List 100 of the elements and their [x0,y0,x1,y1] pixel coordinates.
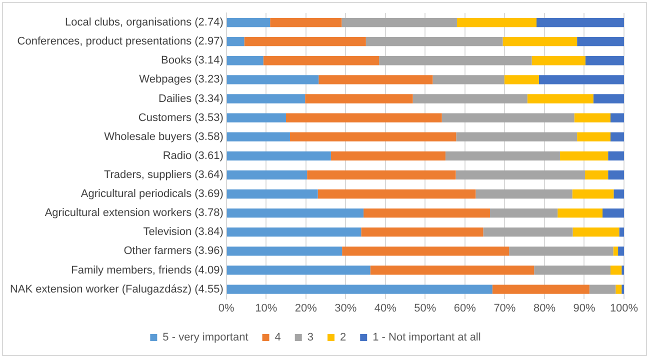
bar [318,189,476,199]
x-tick-label: 60% [454,302,476,314]
x-tick-label: 50% [414,302,436,314]
bar [502,37,578,46]
x-tick-label: 80% [533,302,556,314]
y-tick-label: Customers (3.53) [138,112,224,124]
x-tick-label: 30% [334,302,357,314]
bar [226,284,492,294]
bar [585,56,624,66]
legend-label: 3 [307,332,314,344]
y-tick-label: Traders, suppliers (3.64) [104,168,224,181]
bar [330,151,446,160]
y-tick-label: Local clubs, organisations (2.74) [64,16,224,29]
legend-label: 1 - Not important at all [372,332,481,344]
bar [610,266,622,275]
bar [290,132,456,142]
bar [538,75,624,84]
legend-label: 4 [274,332,281,344]
bar [593,94,624,104]
bar [534,266,610,275]
bar [370,266,534,275]
bar [226,132,290,142]
bar [226,94,306,104]
bar [610,132,624,142]
bar [263,56,380,66]
bar [342,18,457,28]
bar [492,284,590,294]
bar [456,18,537,28]
y-tick-label: Webpages (3.23) [139,74,224,86]
bar [286,113,442,122]
bar [307,170,456,180]
bar [572,189,614,199]
bar [490,208,558,218]
bar [226,113,286,122]
bar [572,228,620,237]
bar [361,228,484,237]
x-tick-label: 70% [494,302,516,314]
bar [614,189,624,199]
x-tick-label: 20% [294,302,318,314]
y-tick-label: Television (3.84) [143,226,224,238]
bar [504,75,539,84]
bar [226,189,318,199]
y-tick-label: Radio (3.61) [162,150,224,162]
legend-label: 5 - very important [162,332,248,344]
bar [318,75,433,84]
bar [608,170,624,180]
bar [226,266,370,275]
bar [616,284,622,294]
bar [589,284,616,294]
y-tick-label: Other farmers (3.96) [124,245,224,258]
bar [509,246,614,256]
bar [483,228,573,237]
bar [226,228,362,237]
bar [610,113,624,122]
bar [618,246,624,256]
y-tick-label: Dailies (3.34) [158,92,224,105]
bar [577,37,624,46]
x-tick-label: 0% [218,302,235,314]
bar [558,208,603,218]
bar [536,18,624,28]
bar [366,37,503,46]
y-tick-label: Conferences, product presentations (2.97) [17,36,224,48]
legend-label: 2 [340,332,346,344]
x-tick-label: 100% [610,302,638,314]
bar [456,132,578,142]
bar [379,56,532,66]
bar [244,37,366,46]
y-tick-label: Wholesale buyers (3.58) [104,130,224,143]
bar [226,151,331,160]
bar [270,18,342,28]
bar [226,170,308,180]
bar [226,208,364,218]
bar [342,246,510,256]
bar [226,246,342,256]
bar [532,56,586,66]
bar [432,75,504,84]
bar [608,151,624,160]
bar [226,18,270,28]
y-tick-label: Agricultural periodicals (3.69) [80,188,224,200]
bar [619,228,624,237]
bar [585,170,608,180]
y-tick-label: Books (3.14) [160,54,224,67]
y-tick-label: NAK extension worker (Falugazdász) (4.55) [10,283,224,296]
x-tick-label: 90% [573,302,596,314]
bar [527,94,594,104]
bar [476,189,572,199]
bar [613,246,618,256]
x-tick-label: 10% [255,302,278,314]
bar [305,94,413,104]
bar [226,37,244,46]
bar [574,113,610,122]
bar [560,151,608,160]
bar [364,208,490,218]
y-tick-label: Family members, friends (4.09) [71,264,224,276]
y-tick-label: Agricultural extension workers (3.78) [44,207,224,220]
bar [226,56,264,66]
bar [602,208,624,218]
bar [442,113,574,122]
bar [456,170,586,180]
bar [577,132,610,142]
